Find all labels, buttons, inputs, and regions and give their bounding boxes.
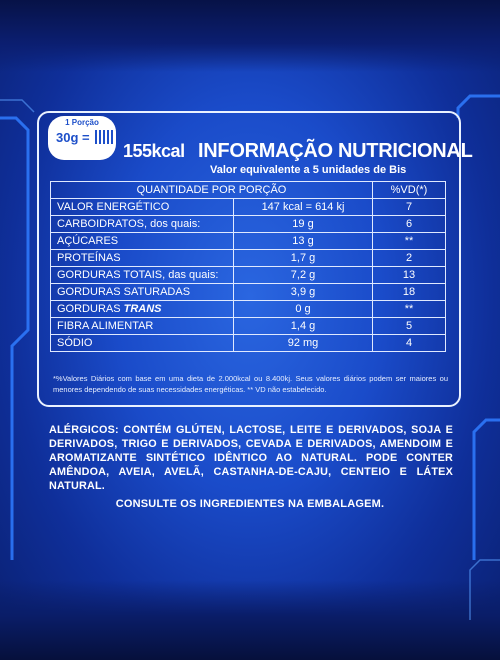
nutrient-name: GORDURAS SATURADAS (50, 283, 234, 301)
bottom-dark-band (0, 580, 500, 660)
portion-amount: 30g = (56, 130, 115, 147)
nutrient-name: GORDURAS TOTAIS, das quais: (50, 266, 234, 284)
table-row: CARBOIDRATOS, dos quais: 19 g 6 (50, 215, 446, 233)
nutrient-value: 147 kcal = 614 kj (233, 198, 373, 216)
nutrient-name-emphasis: TRANS (123, 303, 162, 315)
nutrient-value: 19 g (233, 215, 373, 233)
nutrient-vd: ** (372, 300, 446, 318)
table-row: GORDURAS TRANS 0 g ** (50, 300, 446, 318)
nutrient-value: 1,4 g (233, 317, 373, 335)
table-row: VALOR ENERGÉTICO 147 kcal = 614 kj 7 (50, 198, 446, 216)
portion-label: 1 Porção (65, 118, 99, 127)
nutrient-value: 92 mg (233, 334, 373, 352)
portion-bars-icon (95, 130, 115, 147)
nutrient-vd: 6 (372, 215, 446, 233)
nutrient-value: 3,9 g (233, 283, 373, 301)
table-row: SÓDIO 92 mg 4 (50, 334, 446, 352)
nutrient-name: FIBRA ALIMENTAR (50, 317, 234, 335)
nutrient-value: 0 g (233, 300, 373, 318)
nutrient-name: PROTEÍNAS (50, 249, 234, 267)
nutrient-name: CARBOIDRATOS, dos quais: (50, 215, 234, 233)
portion-amount-text: 30g = (56, 130, 90, 145)
table-row: AÇÚCARES 13 g ** (50, 232, 446, 250)
nutrient-value: 1,7 g (233, 249, 373, 267)
nutrient-name: VALOR ENERGÉTICO (50, 198, 234, 216)
footnote: *%Valores Diários com base em uma dieta … (53, 374, 448, 394)
table-header-row: QUANTIDADE POR PORÇÃO %VD(*) (50, 181, 446, 199)
nutrition-panel (37, 111, 461, 407)
table-row: FIBRA ALIMENTAR 1,4 g 5 (50, 317, 446, 335)
nutrient-value: 13 g (233, 232, 373, 250)
nutrient-name-trans: GORDURAS TRANS (50, 300, 234, 318)
portion-badge: 1 Porção 30g = (48, 116, 116, 160)
consult-ingredients-text: CONSULTE OS INGREDIENTES NA EMBALAGEM. (115, 498, 385, 510)
nutrient-name: AÇÚCARES (50, 232, 234, 250)
nutrient-value: 7,2 g (233, 266, 373, 284)
table-row: PROTEÍNAS 1,7 g 2 (50, 249, 446, 267)
nutrient-name: GORDURAS (57, 303, 121, 315)
nutrient-vd: 5 (372, 317, 446, 335)
nutrient-name: SÓDIO (50, 334, 234, 352)
nutrient-vd: 18 (372, 283, 446, 301)
header-vd: %VD(*) (372, 181, 446, 199)
top-dark-band (0, 0, 500, 72)
nutrient-vd: 2 (372, 249, 446, 267)
nutrient-vd: 7 (372, 198, 446, 216)
nutrition-table: QUANTIDADE POR PORÇÃO %VD(*) VALOR ENERG… (50, 181, 446, 352)
nutrient-vd: ** (372, 232, 446, 250)
calories-per-portion: 155kcal (123, 141, 185, 161)
table-row: GORDURAS TOTAIS, das quais: 7,2 g 13 (50, 266, 446, 284)
table-row: GORDURAS SATURADAS 3,9 g 18 (50, 283, 446, 301)
page-title: INFORMAÇÃO NUTRICIONAL (198, 140, 473, 162)
page-subtitle: Valor equivalente a 5 unidades de Bis (210, 164, 407, 176)
allergens-text: ALÉRGICOS: CONTÉM GLÚTEN, LACTOSE, LEITE… (49, 424, 453, 492)
nutrient-vd: 13 (372, 266, 446, 284)
nutrient-vd: 4 (372, 334, 446, 352)
header-quantity: QUANTIDADE POR PORÇÃO (50, 181, 373, 199)
